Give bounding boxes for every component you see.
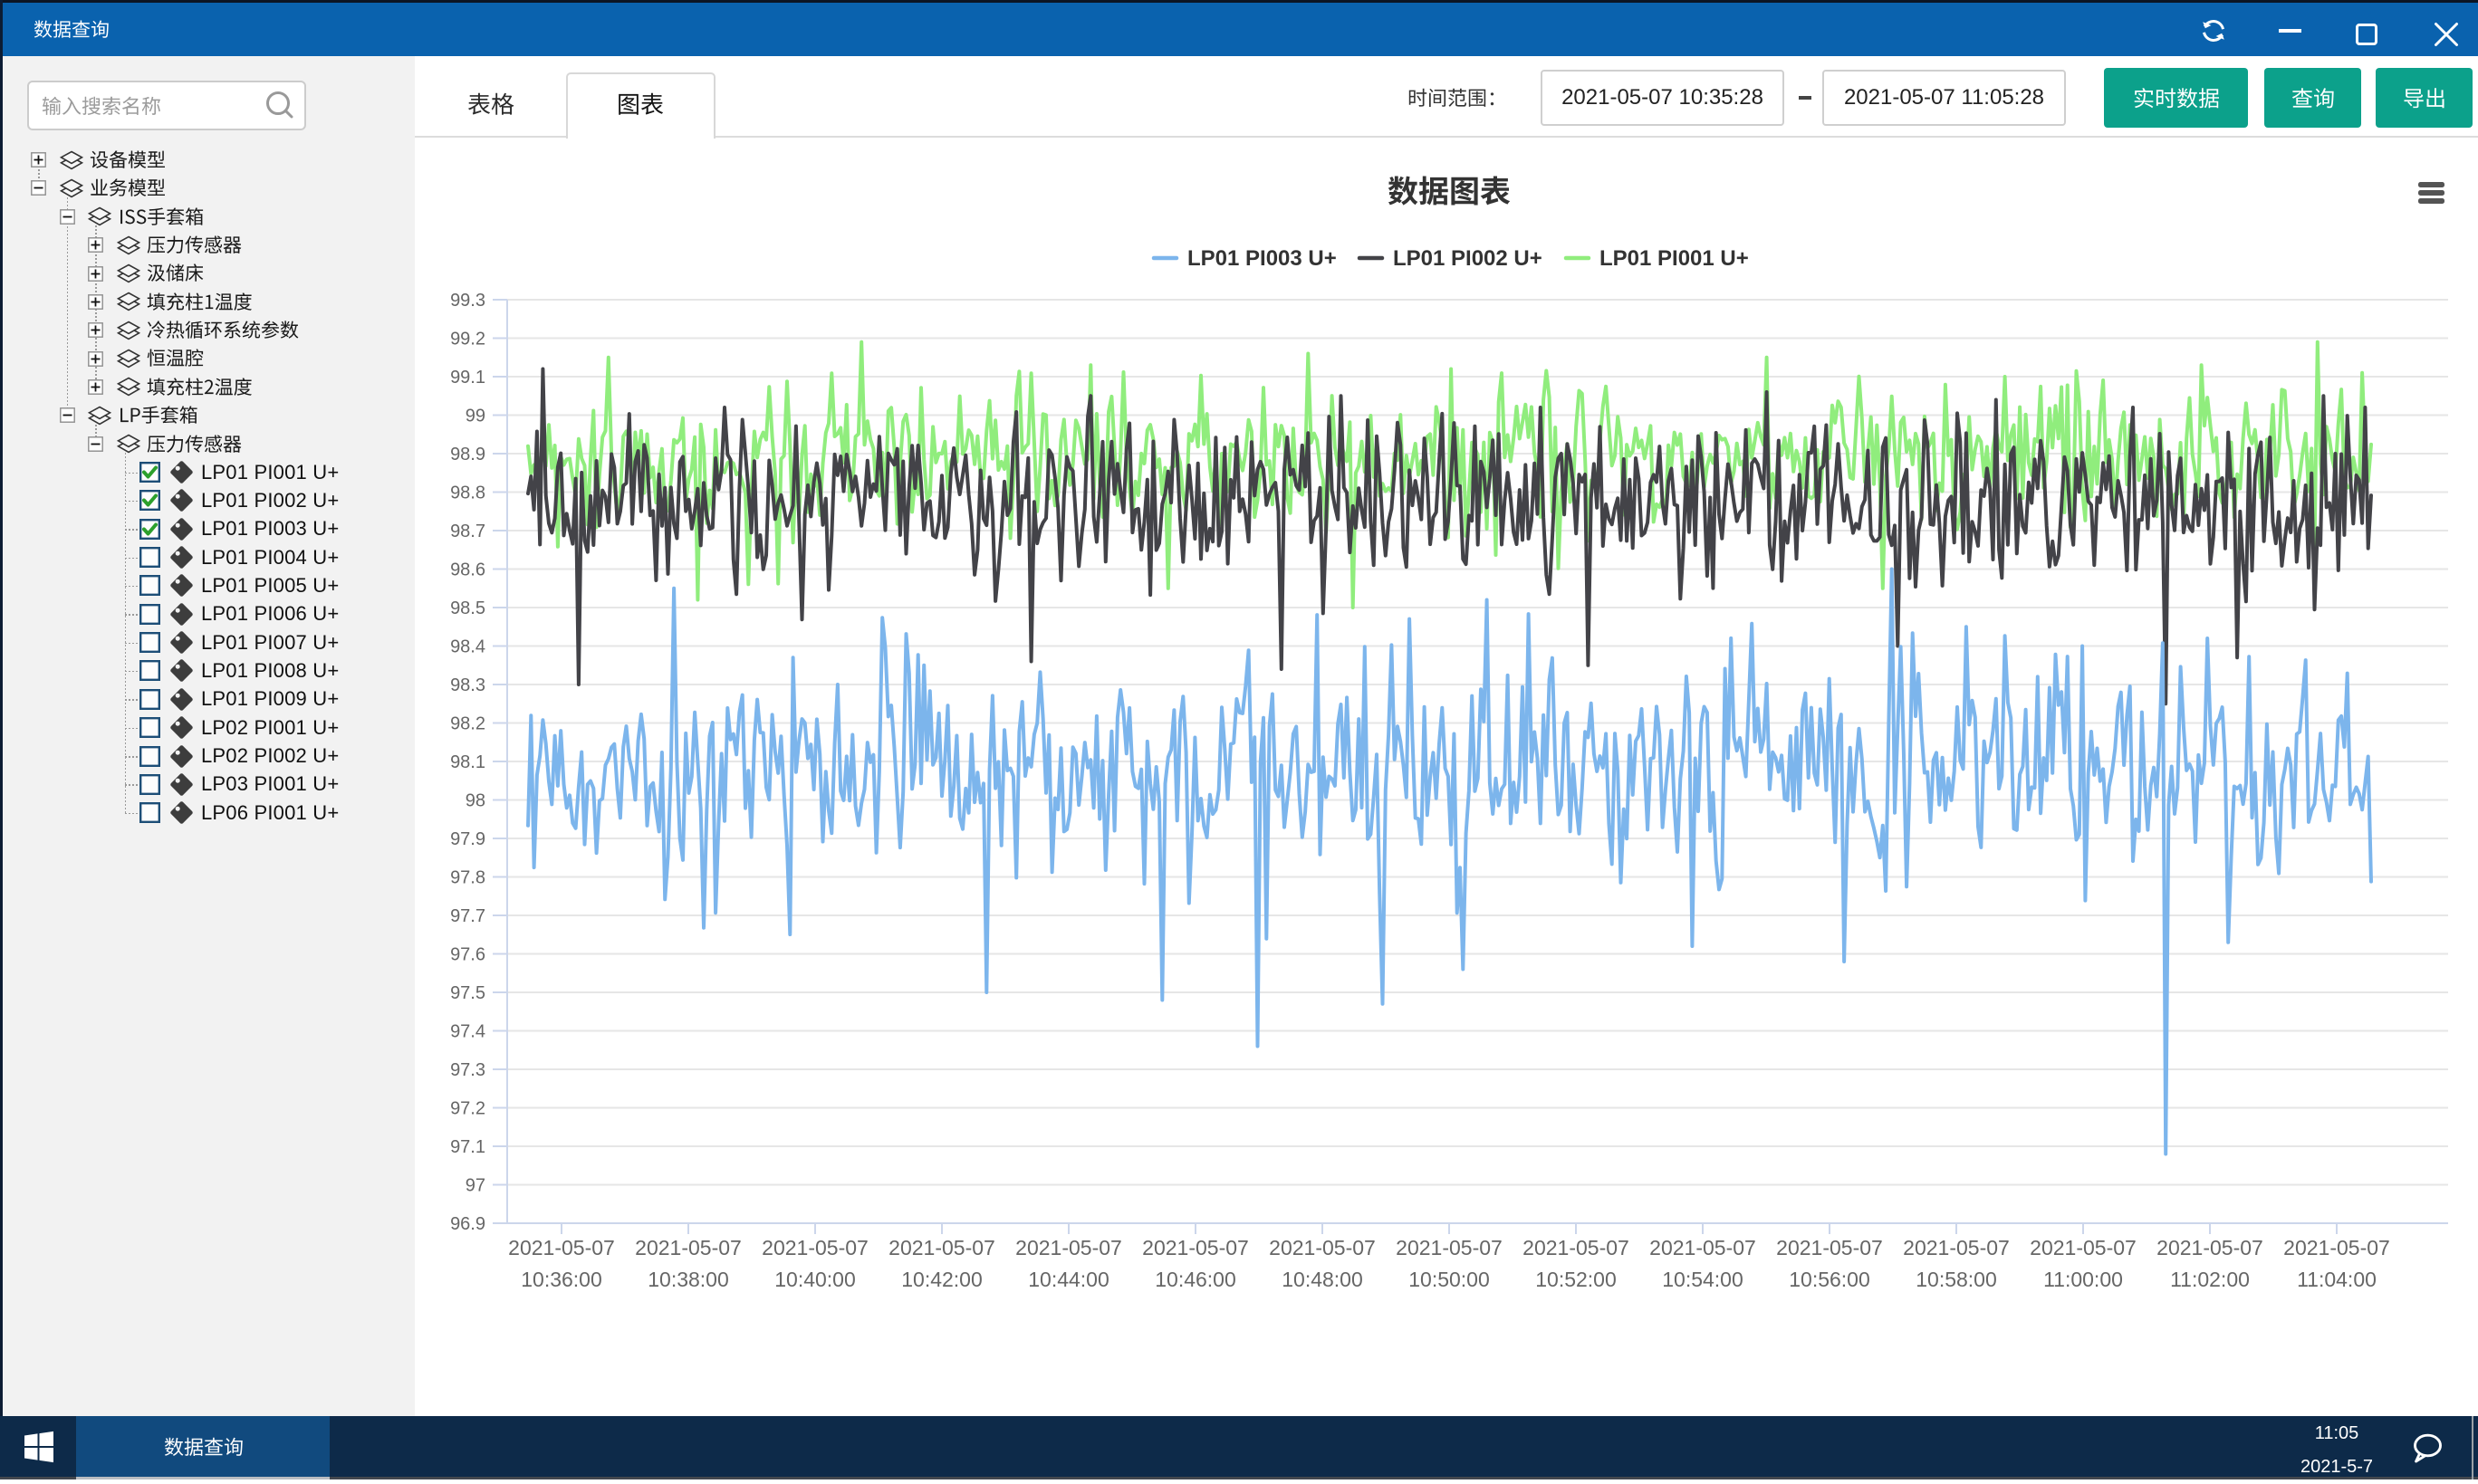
svg-text:2021-05-07: 2021-05-07 [2283,1236,2390,1259]
svg-text:2021-05-07: 2021-05-07 [508,1236,615,1259]
svg-text:97.4: 97.4 [450,1022,485,1042]
svg-text:10:58:00: 10:58:00 [1916,1268,1997,1291]
svg-text:10:52:00: 10:52:00 [1535,1268,1617,1291]
svg-text:2021-05-07: 2021-05-07 [1522,1236,1629,1259]
svg-text:10:38:00: 10:38:00 [648,1268,729,1291]
svg-text:97.6: 97.6 [450,945,485,965]
svg-text:10:56:00: 10:56:00 [1789,1268,1870,1291]
svg-text:11:02:00: 11:02:00 [2170,1268,2250,1291]
svg-text:2021-05-07: 2021-05-07 [1649,1236,1756,1259]
svg-text:10:48:00: 10:48:00 [1282,1268,1363,1291]
svg-text:98.2: 98.2 [450,714,485,734]
svg-text:98.7: 98.7 [450,522,485,541]
svg-text:10:46:00: 10:46:00 [1155,1268,1236,1291]
svg-text:2021-05-07: 2021-05-07 [1142,1236,1249,1259]
svg-text:2021-05-07: 2021-05-07 [635,1236,742,1259]
svg-text:97.8: 97.8 [450,868,485,888]
svg-text:2021-05-07: 2021-05-07 [2156,1236,2263,1259]
svg-text:98.6: 98.6 [450,560,485,580]
svg-text:97.1: 97.1 [450,1137,485,1157]
svg-text:2021-05-07: 2021-05-07 [1015,1236,1122,1259]
svg-text:99.2: 99.2 [450,330,485,349]
svg-text:98.5: 98.5 [450,598,485,618]
svg-text:11:04:00: 11:04:00 [2297,1268,2377,1291]
svg-text:99.1: 99.1 [450,368,485,388]
svg-text:97: 97 [466,1176,485,1196]
svg-text:LP01 PI002 U+: LP01 PI002 U+ [1393,246,1542,271]
svg-text:97.7: 97.7 [450,906,485,926]
svg-text:97.9: 97.9 [450,829,485,849]
svg-text:2021-05-07: 2021-05-07 [762,1236,869,1259]
svg-text:10:42:00: 10:42:00 [901,1268,983,1291]
svg-text:98.4: 98.4 [450,637,485,657]
svg-text:98.1: 98.1 [450,752,485,772]
svg-text:2021-05-07: 2021-05-07 [888,1236,995,1259]
svg-text:2021-05-07: 2021-05-07 [1776,1236,1883,1259]
svg-text:11:00:00: 11:00:00 [2043,1268,2123,1291]
svg-text:97.2: 97.2 [450,1099,485,1119]
svg-text:10:44:00: 10:44:00 [1028,1268,1109,1291]
svg-text:10:36:00: 10:36:00 [521,1268,602,1291]
svg-text:10:50:00: 10:50:00 [1408,1268,1490,1291]
svg-text:98.3: 98.3 [450,675,485,695]
svg-text:98.9: 98.9 [450,445,485,464]
svg-text:10:54:00: 10:54:00 [1662,1268,1743,1291]
svg-text:99.3: 99.3 [450,291,485,311]
svg-text:2021-05-07: 2021-05-07 [2030,1236,2137,1259]
svg-text:LP01 PI003 U+: LP01 PI003 U+ [1187,246,1337,271]
svg-text:2021-05-07: 2021-05-07 [1269,1236,1376,1259]
svg-text:LP01 PI001 U+: LP01 PI001 U+ [1599,246,1749,271]
svg-text:96.9: 96.9 [450,1214,485,1234]
svg-text:97.3: 97.3 [450,1060,485,1080]
svg-text:98.8: 98.8 [450,483,485,503]
svg-text:2021-05-07: 2021-05-07 [1396,1236,1503,1259]
svg-text:99: 99 [466,407,485,426]
svg-text:2021-05-07: 2021-05-07 [1903,1236,2010,1259]
svg-text:98: 98 [466,791,485,811]
svg-text:10:40:00: 10:40:00 [774,1268,856,1291]
svg-text:97.5: 97.5 [450,983,485,1003]
